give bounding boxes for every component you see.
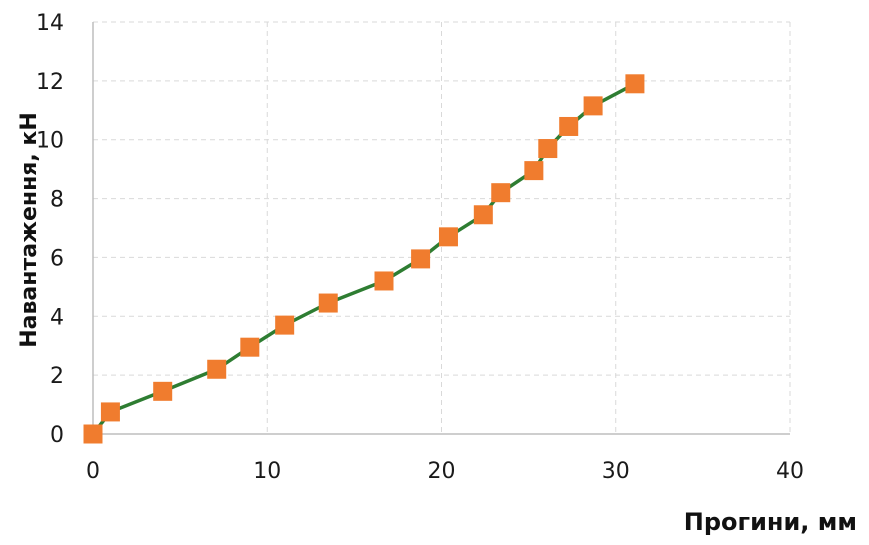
grid-lines	[93, 21, 791, 434]
y-axis-title: Навантаження, кН	[17, 112, 42, 348]
data-point-marker	[153, 381, 173, 401]
data-point-marker	[240, 337, 260, 357]
y-tick-label: 12	[36, 70, 64, 95]
y-tick-label: 0	[50, 423, 64, 448]
y-tick-label: 8	[50, 188, 64, 213]
x-tick-label: 10	[253, 459, 281, 484]
data-point-marker	[524, 161, 544, 181]
data-point-marker	[318, 293, 338, 313]
series-line	[91, 82, 636, 436]
data-point-marker	[491, 183, 511, 203]
y-tick-label: 6	[50, 246, 64, 271]
data-point-marker	[100, 402, 120, 422]
data-point-marker	[538, 139, 558, 159]
y-tick-label: 10	[36, 129, 64, 154]
data-point-marker	[625, 74, 645, 94]
data-point-marker	[275, 315, 295, 335]
data-point-marker	[559, 116, 579, 136]
data-point-marker	[374, 271, 394, 291]
axis-titles: Прогини, мм Навантаження, кН	[17, 112, 857, 536]
y-tick-label: 14	[36, 11, 64, 36]
x-tick-label: 40	[776, 459, 804, 484]
data-point-marker	[83, 424, 103, 444]
data-point-marker	[411, 249, 431, 269]
data-point-marker	[473, 205, 493, 225]
x-axis-title: Прогини, мм	[684, 508, 857, 536]
x-tick-label: 0	[86, 459, 100, 484]
data-series	[83, 74, 645, 444]
axes	[92, 22, 790, 435]
data-point-marker	[207, 359, 227, 379]
data-point-marker	[438, 227, 458, 247]
y-tick-label: 2	[50, 364, 64, 389]
x-tick-label: 30	[602, 459, 630, 484]
data-point-marker	[583, 96, 603, 116]
y-tick-label: 4	[50, 305, 64, 330]
x-tick-label: 20	[428, 459, 456, 484]
tick-labels: 0 2 4 6 8 10 12 14 0 10 20 30 40	[36, 11, 804, 484]
